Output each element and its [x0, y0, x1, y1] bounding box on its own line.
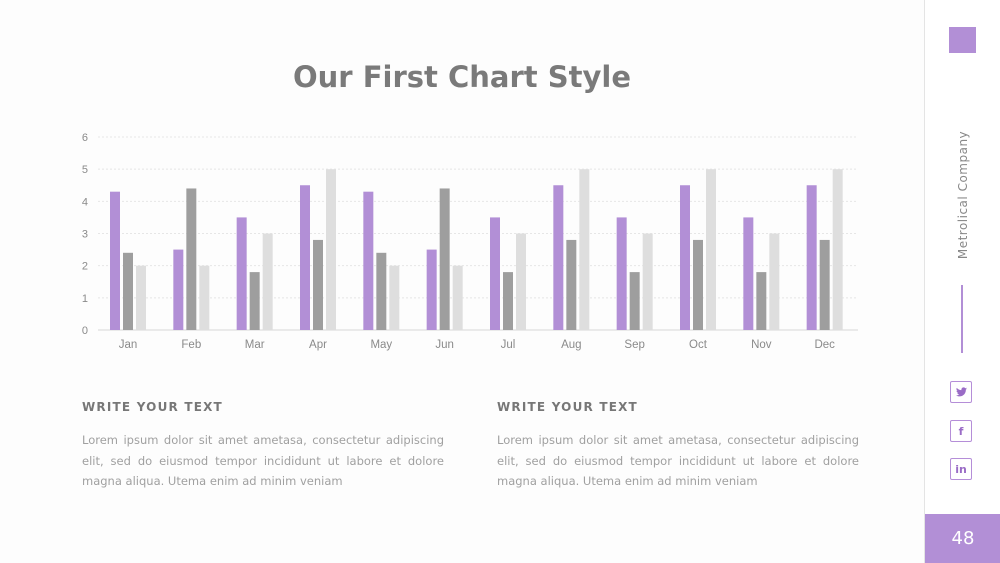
twitter-glyph	[955, 387, 967, 397]
bar	[743, 217, 754, 330]
y-tick-label: 5	[82, 164, 88, 176]
x-tick-label: Sep	[624, 339, 644, 351]
accent-line	[961, 285, 963, 353]
bar	[706, 169, 716, 330]
facebook-glyph: f	[958, 424, 964, 438]
bar	[616, 217, 627, 330]
bar-chart: 0 1 2 3 4 5 6 Jan Feb Mar Apr May Jun Jul Aug Sep Oct Nov…	[82, 132, 858, 351]
y-tick-label: 2	[82, 261, 88, 273]
y-tick-label: 1	[82, 293, 88, 305]
accent-square	[949, 27, 976, 53]
x-tick-label: Jan	[119, 339, 138, 351]
sidebar: Metrolical Company f in 48	[924, 0, 1000, 563]
linkedin-glyph: in	[955, 462, 967, 476]
x-tick-label: Mar	[245, 339, 265, 351]
bar	[123, 252, 133, 330]
page-number: 48	[951, 528, 975, 549]
bar	[642, 233, 653, 330]
x-tick-label: Jul	[501, 339, 516, 351]
facebook-icon[interactable]: f	[950, 420, 972, 442]
text-column-right: WRITE YOUR TEXT Lorem ipsum dolor sit am…	[497, 400, 859, 492]
bar	[136, 265, 146, 330]
bar	[629, 272, 640, 330]
x-tick-label: Aug	[561, 339, 581, 351]
bar	[503, 272, 513, 330]
bar	[389, 265, 400, 330]
bar	[439, 188, 450, 330]
bar	[769, 233, 780, 330]
bar	[579, 169, 590, 330]
bar	[236, 217, 247, 330]
bar	[819, 239, 830, 330]
bar	[426, 249, 437, 330]
bar	[693, 239, 703, 330]
x-tick-label: Apr	[309, 339, 327, 351]
text-column-body: Lorem ipsum dolor sit amet ametasa, cons…	[497, 433, 859, 488]
bar	[300, 185, 310, 330]
bar	[553, 185, 564, 330]
y-tick-label: 3	[82, 229, 88, 241]
bar	[516, 233, 526, 330]
bar	[452, 265, 463, 330]
bar	[199, 265, 210, 330]
bar	[186, 188, 197, 330]
bar	[249, 272, 260, 330]
x-tick-label: Jun	[435, 339, 454, 351]
text-column-heading: WRITE YOUR TEXT	[82, 400, 223, 414]
bar	[756, 272, 767, 330]
bar	[313, 239, 323, 330]
linkedin-icon[interactable]: in	[950, 458, 972, 480]
bar	[806, 185, 817, 330]
bar	[173, 249, 184, 330]
bar	[490, 217, 500, 330]
y-tick-label: 0	[82, 325, 88, 337]
x-tick-label: Nov	[751, 339, 772, 351]
bar	[680, 185, 690, 330]
x-tick-label: Oct	[689, 339, 708, 351]
company-name: Metrolical Company	[956, 130, 970, 260]
text-column-body: Lorem ipsum dolor sit amet ametasa, cons…	[82, 433, 444, 488]
bar	[110, 191, 120, 330]
x-tick-label: May	[370, 339, 392, 351]
bar	[326, 169, 336, 330]
bar	[376, 252, 387, 330]
page-number-box: 48	[925, 514, 1000, 563]
text-column-heading: WRITE YOUR TEXT	[497, 400, 638, 414]
bar	[566, 239, 577, 330]
slide-title: Our First Chart Style	[293, 60, 631, 94]
text-column-left: WRITE YOUR TEXT Lorem ipsum dolor sit am…	[82, 400, 444, 492]
bar	[363, 191, 374, 330]
bar	[262, 233, 273, 330]
y-tick-label: 6	[82, 132, 88, 144]
x-tick-label: Feb	[181, 339, 201, 351]
twitter-icon[interactable]	[950, 381, 972, 403]
bar	[832, 169, 843, 330]
x-tick-label: Dec	[814, 339, 835, 351]
y-tick-label: 4	[82, 196, 88, 208]
